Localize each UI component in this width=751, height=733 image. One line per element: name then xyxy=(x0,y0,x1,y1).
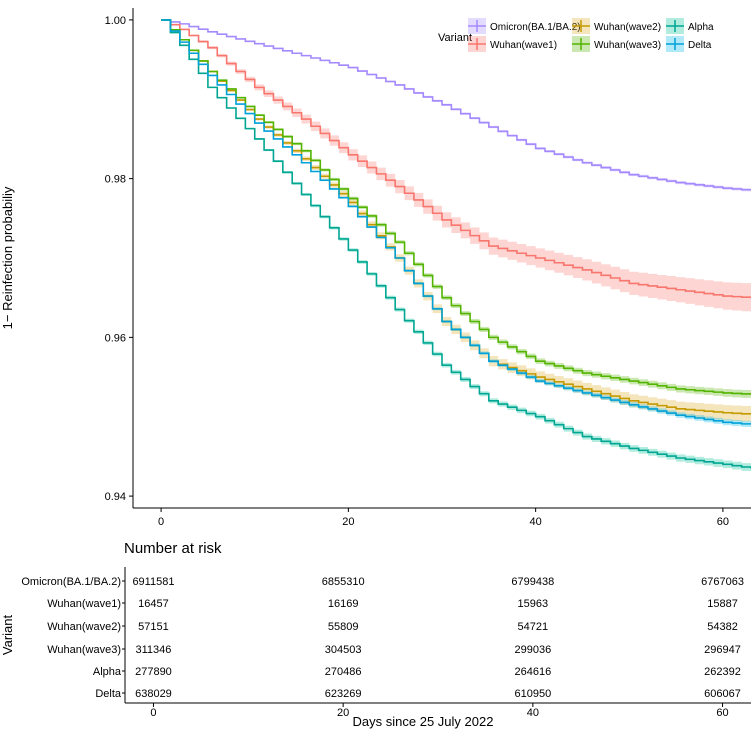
risk-row: Wuhan(wave3) 311346 304503 299036 296947 xyxy=(47,644,741,656)
survival-curve xyxy=(161,19,751,191)
risk-row-label: Omicron(BA.1/BA.2) xyxy=(21,576,121,588)
risk-cell: 6911581 xyxy=(132,576,174,588)
survival-curve xyxy=(161,19,751,469)
confidence-bands xyxy=(161,19,751,473)
x-ticks-risk: 0 20 40 60 xyxy=(150,703,729,719)
risk-table-ylabel: Variant xyxy=(0,615,15,656)
x-tick-label: 0 xyxy=(158,516,164,528)
risk-row: Omicron(BA.1/BA.2) 6911581 6855310 6799438 6… xyxy=(21,576,744,588)
risk-cell: 264616 xyxy=(514,666,551,678)
risk-cell: 6799438 xyxy=(511,576,554,588)
risk-table-title: Number at risk xyxy=(124,540,222,557)
risk-row-label: Wuhan(wave1) xyxy=(47,598,121,610)
y-ticks: 0.94 0.96 0.98 1.00 xyxy=(105,15,133,503)
y-tick-label: 0.94 xyxy=(105,491,126,503)
x-tick-label: 60 xyxy=(717,516,729,528)
risk-cell: 15887 xyxy=(707,598,738,610)
x-tick-label: 40 xyxy=(530,516,542,528)
legend-item: Alpha xyxy=(666,18,714,34)
survival-curve xyxy=(161,19,751,395)
main-plot: 0.94 0.96 0.98 1.00 0 20 40 60 1− Reinfection … xyxy=(0,8,751,528)
confidence-band xyxy=(161,19,751,312)
risk-row-label: Wuhan(wave2) xyxy=(47,621,121,633)
risk-cell: 311346 xyxy=(136,644,172,656)
risk-row: Alpha 277890 270486 264616 262392 xyxy=(93,666,741,678)
x-tick-label: 60 xyxy=(716,707,728,719)
risk-cell: 16457 xyxy=(138,598,169,610)
risk-cell: 262392 xyxy=(704,666,741,678)
risk-cell: 277890 xyxy=(135,666,172,678)
risk-cell: 6855310 xyxy=(322,576,365,588)
risk-cell: 623269 xyxy=(325,688,362,700)
x-tick-label: 20 xyxy=(342,516,354,528)
risk-cell: 304503 xyxy=(325,644,362,656)
legend-label: Delta xyxy=(688,40,712,51)
legend-item: Wuhan(wave3) xyxy=(572,36,661,52)
risk-table: Number at risk Omicron(BA.1/BA.2) 6911581… xyxy=(0,540,751,729)
risk-cell: 54382 xyxy=(707,621,738,633)
risk-row: Wuhan(wave2) 57151 55809 54721 54382 xyxy=(47,621,738,633)
y-axis-label: 1− Reinfection probabiliy xyxy=(0,186,15,329)
risk-cell: 638029 xyxy=(135,688,172,700)
legend-label: Wuhan(wave1) xyxy=(490,40,557,51)
risk-cell: 610950 xyxy=(514,688,551,700)
legend-label: Alpha xyxy=(688,22,714,33)
risk-row-label: Wuhan(wave3) xyxy=(47,644,121,656)
survival-curves xyxy=(161,19,751,469)
risk-cell: 57151 xyxy=(138,621,169,633)
risk-cell: 296947 xyxy=(704,644,741,656)
legend-item: Wuhan(wave2) xyxy=(572,18,661,34)
x-axis-label: Days since 25 July 2022 xyxy=(353,714,494,729)
risk-cell: 55809 xyxy=(328,621,359,633)
risk-table-rows: Omicron(BA.1/BA.2) 6911581 6855310 6799438 6… xyxy=(21,576,744,700)
risk-cell: 15963 xyxy=(518,598,549,610)
risk-row: Delta 638029 623269 610950 606067 xyxy=(95,688,741,700)
risk-row-label: Delta xyxy=(95,688,122,700)
confidence-band xyxy=(161,19,751,399)
risk-cell: 16169 xyxy=(328,598,359,610)
legend-item: Wuhan(wave1) xyxy=(468,36,557,52)
x-tick-label: 20 xyxy=(337,707,349,719)
x-tick-label: 40 xyxy=(527,707,539,719)
risk-cell: 54721 xyxy=(518,621,549,633)
y-tick-label: 0.98 xyxy=(105,174,126,186)
y-tick-label: 1.00 xyxy=(105,15,126,27)
legend-title: Variant xyxy=(438,32,472,44)
legend-label: Omicron(BA.1/BA.2) xyxy=(490,22,581,33)
risk-cell: 299036 xyxy=(514,644,551,656)
y-tick-label: 0.96 xyxy=(105,332,126,344)
legend-item: Omicron(BA.1/BA.2) xyxy=(468,18,581,34)
risk-row: Wuhan(wave1) 16457 16169 15963 15887 xyxy=(47,598,738,610)
risk-cell: 6767063 xyxy=(701,576,744,588)
survival-curve xyxy=(161,19,751,425)
x-ticks-main: 0 20 40 60 xyxy=(158,508,729,528)
legend-label: Wuhan(wave2) xyxy=(594,22,661,33)
x-tick-label: 0 xyxy=(150,707,156,719)
legend: Variant Omicron(BA.1/BA.2) Wuhan(wave1) Wu… xyxy=(438,18,714,52)
risk-row-label: Alpha xyxy=(93,666,122,678)
risk-cell: 270486 xyxy=(325,666,362,678)
legend-label: Wuhan(wave3) xyxy=(594,40,661,51)
legend-item: Delta xyxy=(666,36,712,52)
risk-cell: 606067 xyxy=(704,688,741,700)
survival-curve xyxy=(161,19,751,298)
